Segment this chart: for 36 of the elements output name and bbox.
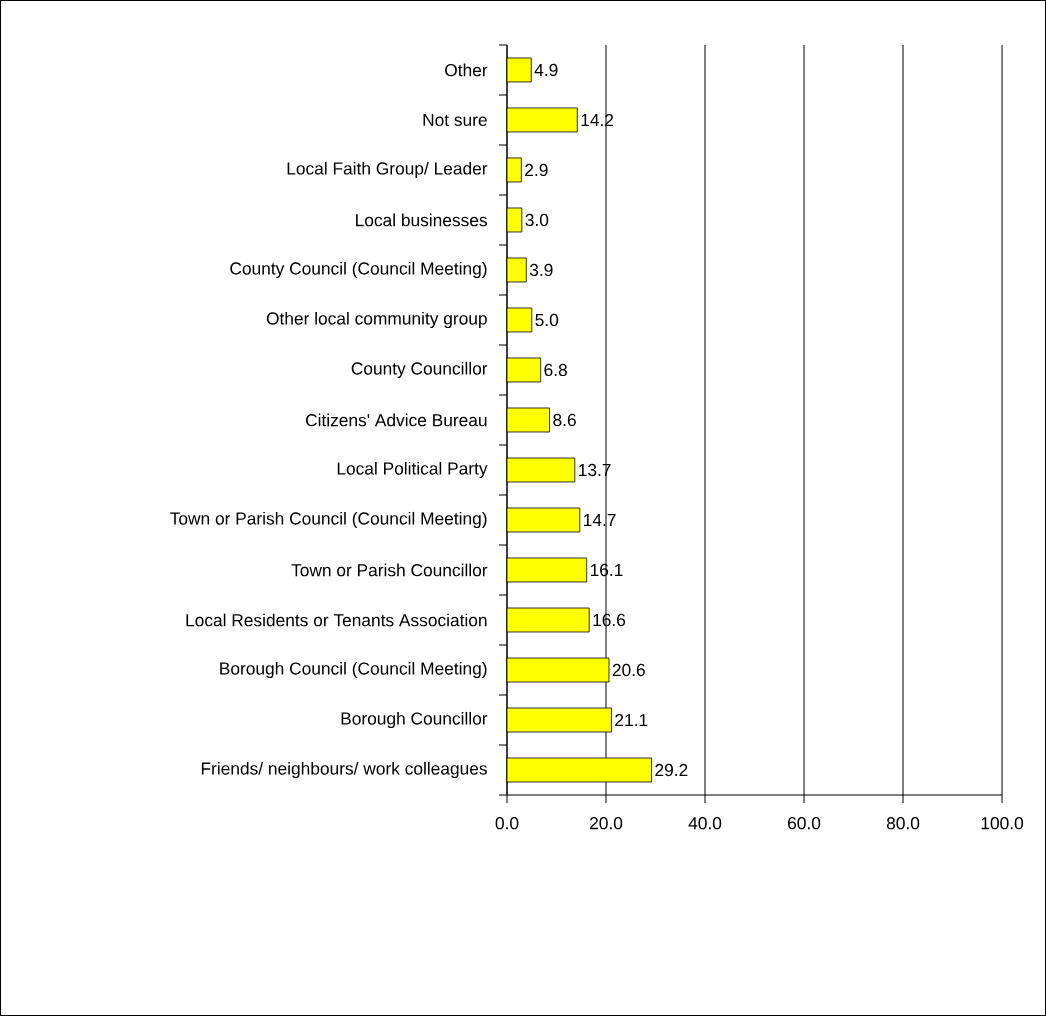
data-label: 16.1 [590,563,623,577]
y-tick-label: Town or Parish Council (Council Meeting) [170,511,487,529]
y-tick-label: Citizens' Advice Bureau [305,413,487,427]
data-label: 2.9 [525,163,548,177]
data-label: 4.9 [534,63,558,77]
data-label: 16.6 [593,613,626,627]
y-tick-label: Local Faith Group/ Leader [287,161,488,179]
data-label: 14.2 [581,113,614,127]
y-tick-label: Local Residents or Tenants Association [186,613,487,627]
data-label: 3.0 [525,213,549,227]
data-label: 6.8 [544,363,567,377]
y-tick-label: Local businesses [356,213,487,227]
y-tick-label: County Council (Council Meeting) [230,261,487,279]
y-tick-label: Friends/ neighbours/ work colleagues [201,761,487,779]
y-tick-label: Local Political Party [337,461,488,479]
x-tick-label: 0.0 [495,817,519,830]
x-tick-label: 100.0 [981,817,1024,830]
x-tick-label: 40.0 [688,817,722,830]
y-tick-label: Borough Council (Council Meeting) [220,661,487,679]
y-tick-label: Not sure [423,113,487,127]
x-tick-label: 80.0 [886,817,920,830]
y-tick-label: Borough Councillor [341,711,488,729]
y-tick-label: Other [445,63,488,77]
data-label: 14.7 [584,514,616,526]
y-tick-label: Other local community group [266,311,487,329]
data-label: 20.6 [612,663,645,677]
y-tick-label: Town or Parish Councillor [291,563,488,577]
data-label: 5.0 [535,313,559,327]
x-tick-label: 60.0 [788,817,821,830]
data-label: 3.9 [529,263,553,277]
y-tick-label: County Councillor [351,361,488,379]
data-label: 21.1 [615,713,648,727]
data-label: 13.7 [579,463,611,477]
x-tick-label: 20.0 [590,817,623,830]
data-label: 29.2 [655,763,688,777]
data-label: 8.6 [553,413,576,427]
